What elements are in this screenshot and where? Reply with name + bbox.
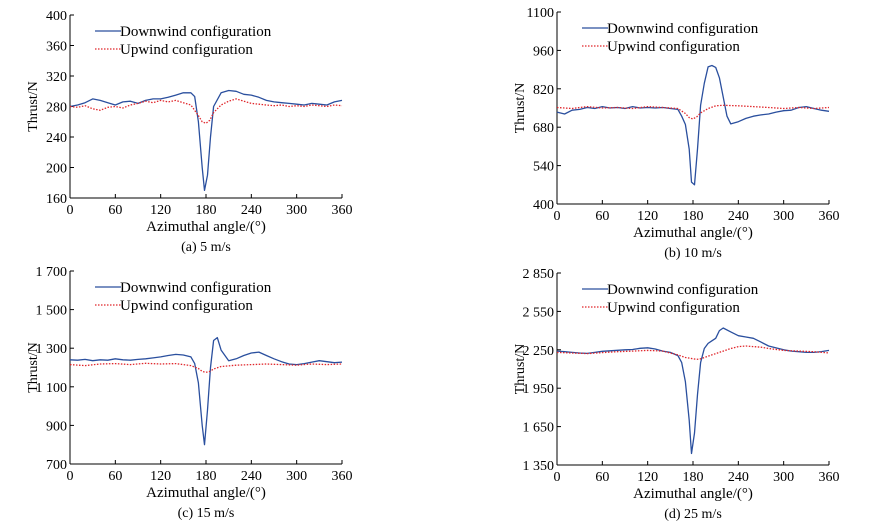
x-tick-label: 120 — [637, 470, 658, 485]
x-tick-label: 60 — [595, 470, 609, 485]
chart-caption: (d) 25 m/s — [664, 507, 722, 522]
chart-caption: (c) 15 m/s — [178, 506, 235, 521]
legend-label-upwind: Upwind configuration — [607, 39, 740, 55]
x-axis-title: Azimuthal angle/(°) — [146, 219, 266, 235]
y-tick-label: 2 550 — [523, 305, 555, 320]
legend-label-upwind: Upwind configuration — [607, 300, 740, 316]
chart-panel-2: 400 540 680 820 960 1100 0 60 120 180 240 300 360 Azi… — [513, 6, 840, 261]
x-tick-label: 300 — [286, 469, 307, 484]
chart-caption: (b) 10 m/s — [664, 246, 722, 261]
legend-label-downwind: Downwind configuration — [120, 24, 272, 40]
y-tick-label: 400 — [46, 9, 67, 24]
x-tick-label: 180 — [196, 203, 217, 218]
x-tick-label: 300 — [773, 470, 794, 485]
y-tick-label: 1 650 — [523, 421, 555, 436]
x-tick-label: 240 — [241, 469, 262, 484]
x-tick-label: 240 — [241, 203, 262, 218]
y-tick-label: 2 250 — [523, 344, 555, 359]
x-axis-title: Azimuthal angle/(°) — [146, 485, 266, 501]
downwind-series-line — [69, 89, 343, 192]
x-tick-label: 60 — [595, 209, 609, 224]
y-tick-label: 200 — [46, 162, 67, 177]
upwind-series-line — [556, 104, 830, 120]
x-tick-label: 0 — [554, 209, 561, 224]
y-tick-label: 1 950 — [523, 382, 555, 397]
legend-label-upwind: Upwind configuration — [120, 42, 253, 58]
y-tick-label: 960 — [533, 44, 554, 59]
chart-panel-3: 700 900 1 100 1 300 1 500 1 700 0 60 120 180 240 30… — [26, 265, 353, 521]
x-tick-label: 300 — [773, 209, 794, 224]
legend-label-upwind: Upwind configuration — [120, 298, 253, 314]
chart-panel-4: 1 350 1 650 1 950 2 250 2 550 2 850 0 60 120 180 2… — [513, 267, 840, 522]
upwind-series-line — [69, 362, 343, 373]
x-tick-label: 120 — [150, 203, 171, 218]
x-tick-label: 120 — [637, 209, 658, 224]
x-tick-label: 180 — [683, 470, 704, 485]
y-tick-label: 400 — [533, 198, 554, 213]
y-tick-label: 1 500 — [36, 304, 68, 319]
y-axis-title: Thrust/N — [513, 344, 528, 395]
y-axis-title: Thrust/N — [26, 81, 41, 132]
y-tick-label: 820 — [533, 83, 554, 98]
y-tick-label: 2 850 — [523, 267, 555, 282]
chart-panel-1: 160 200 240 280 320 360 400 0 60 120 180 240 300 360 A… — [26, 9, 353, 255]
y-tick-label: 240 — [46, 131, 67, 146]
y-tick-label: 540 — [533, 160, 554, 175]
x-tick-label: 120 — [150, 469, 171, 484]
y-tick-label: 160 — [46, 192, 67, 207]
y-axis-title: Thrust/N — [513, 83, 528, 134]
y-tick-label: 680 — [533, 121, 554, 136]
legend-label-downwind: Downwind configuration — [120, 280, 272, 296]
y-tick-label: 1 100 — [36, 381, 68, 396]
legend-label-downwind: Downwind configuration — [607, 282, 759, 298]
x-tick-label: 300 — [286, 203, 307, 218]
x-tick-label: 360 — [819, 470, 840, 485]
x-tick-label: 360 — [332, 469, 353, 484]
x-tick-label: 60 — [108, 203, 122, 218]
y-tick-label: 320 — [46, 70, 67, 85]
chart-caption: (a) 5 m/s — [181, 240, 231, 255]
x-axis-title: Azimuthal angle/(°) — [633, 486, 753, 502]
y-tick-label: 280 — [46, 101, 67, 116]
y-tick-label: 700 — [46, 458, 67, 473]
downwind-series-line — [556, 64, 830, 186]
upwind-series-line — [556, 345, 830, 361]
y-tick-label: 1100 — [527, 6, 554, 21]
upwind-series-line — [69, 98, 343, 124]
x-tick-label: 240 — [728, 470, 749, 485]
legend-label-downwind: Downwind configuration — [607, 21, 759, 37]
downwind-series-line — [556, 327, 830, 455]
x-tick-label: 360 — [819, 209, 840, 224]
x-tick-label: 240 — [728, 209, 749, 224]
y-tick-label: 1 300 — [36, 342, 68, 357]
x-tick-label: 0 — [67, 203, 74, 218]
x-tick-label: 60 — [108, 469, 122, 484]
y-axis-title: Thrust/N — [26, 342, 41, 393]
y-tick-label: 900 — [46, 419, 67, 434]
y-tick-label: 1 700 — [36, 265, 68, 280]
x-tick-label: 0 — [554, 470, 561, 485]
downwind-series-line — [69, 336, 343, 446]
y-tick-label: 1 350 — [523, 459, 555, 474]
x-tick-label: 180 — [683, 209, 704, 224]
x-tick-label: 360 — [332, 203, 353, 218]
x-tick-label: 0 — [67, 469, 74, 484]
x-tick-label: 180 — [196, 469, 217, 484]
y-tick-label: 360 — [46, 40, 67, 55]
x-axis-title: Azimuthal angle/(°) — [633, 225, 753, 241]
